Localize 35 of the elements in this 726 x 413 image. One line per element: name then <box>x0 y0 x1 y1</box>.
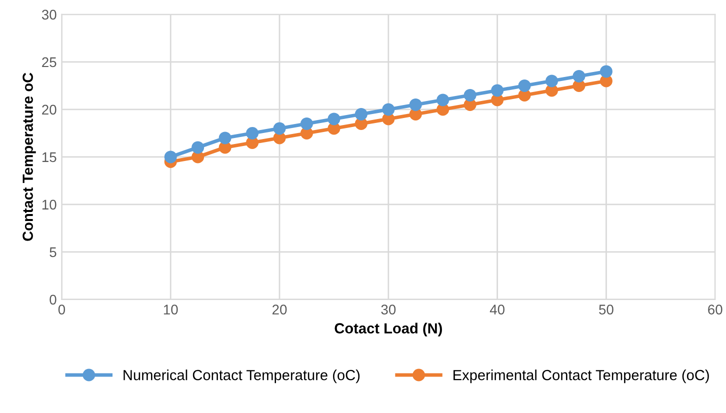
point <box>546 74 558 88</box>
x-tick-label: 10 <box>164 304 178 314</box>
point <box>273 122 286 135</box>
point <box>192 141 204 154</box>
point <box>164 150 177 164</box>
x-tick-label: 40 <box>490 304 504 314</box>
x-tick-label: 20 <box>272 304 287 314</box>
point <box>464 88 476 102</box>
y-tick-label: 30 <box>42 10 56 20</box>
point <box>409 98 422 111</box>
point <box>572 70 586 82</box>
y-tick-label: 5 <box>50 247 56 258</box>
legend-label: Numerical Contact Temperature (oC) <box>124 370 360 384</box>
x-tick-label: 60 <box>708 304 722 314</box>
point <box>328 112 340 126</box>
y-axis-title: Contact Temperature oC <box>22 72 36 241</box>
point <box>354 108 368 120</box>
point <box>218 132 232 144</box>
x-tick-label: 0 <box>58 304 66 314</box>
x-tick-label: 50 <box>599 304 614 314</box>
point <box>382 103 395 116</box>
y-tick-label: 25 <box>42 57 56 68</box>
legend-label: Experimental Contact Temperature (oC) <box>454 370 709 384</box>
point <box>600 65 612 78</box>
point <box>518 79 531 92</box>
y-tick-label: 10 <box>42 200 56 210</box>
y-tick-label: 0 <box>50 294 56 305</box>
point <box>246 126 259 140</box>
x-axis-title: Cotact Load (N) <box>334 322 442 336</box>
x-tick-label: 30 <box>381 304 396 314</box>
y-tick-label: 15 <box>42 152 56 162</box>
point <box>491 84 504 97</box>
y-tick-label: 20 <box>42 104 56 115</box>
point <box>436 94 450 106</box>
point <box>300 117 313 130</box>
